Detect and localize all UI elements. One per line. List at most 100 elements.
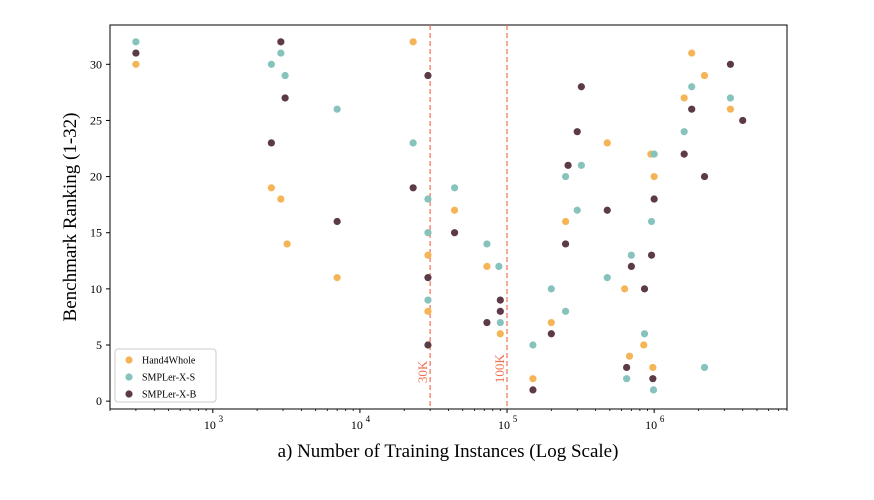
data-point	[627, 262, 635, 271]
data-point	[640, 285, 649, 293]
data-point	[625, 352, 634, 360]
data-point	[132, 49, 140, 57]
data-point	[483, 240, 491, 248]
data-point	[561, 217, 570, 226]
data-point	[450, 184, 459, 192]
data-point	[267, 184, 275, 192]
data-point	[483, 262, 491, 271]
data-point	[496, 307, 504, 315]
data-point	[409, 38, 417, 46]
data-point	[627, 251, 635, 259]
legend-marker	[125, 390, 133, 398]
data-point	[424, 251, 432, 259]
y-tick-label: 10	[90, 282, 102, 296]
data-point	[650, 195, 658, 203]
y-tick-label: 20	[90, 170, 102, 184]
data-point	[623, 375, 631, 383]
data-point	[529, 341, 537, 349]
data-point	[132, 38, 140, 46]
data-point	[573, 206, 581, 214]
data-point	[688, 83, 696, 91]
data-point	[623, 363, 631, 372]
data-point	[424, 307, 432, 315]
data-point	[496, 330, 504, 338]
y-tick-label: 5	[96, 338, 102, 352]
legend-box	[114, 348, 217, 403]
data-point	[496, 296, 504, 304]
data-point	[496, 318, 504, 327]
x-tick-exponent: 3	[219, 414, 224, 424]
data-point	[726, 60, 735, 68]
data-point	[495, 262, 503, 271]
data-point	[283, 240, 291, 248]
data-point	[547, 330, 555, 338]
x-tick-exponent: 5	[513, 414, 518, 424]
x-tick-label: 10	[498, 418, 510, 432]
data-point	[409, 184, 417, 192]
data-point	[700, 172, 709, 181]
data-point	[688, 49, 696, 57]
data-point	[424, 229, 432, 237]
x-tick-label: 10	[351, 418, 363, 432]
data-point	[680, 128, 688, 136]
data-point	[688, 105, 696, 113]
data-point	[561, 240, 570, 248]
data-point	[277, 38, 285, 46]
data-point	[680, 94, 688, 102]
data-point	[573, 128, 581, 136]
data-point	[333, 274, 341, 282]
data-point	[621, 285, 629, 293]
data-point	[647, 251, 656, 259]
data-point	[700, 363, 709, 372]
data-point	[564, 161, 572, 169]
data-point	[577, 161, 585, 169]
y-tick-label: 0	[96, 394, 102, 408]
data-point	[561, 307, 570, 315]
data-point	[547, 285, 555, 293]
data-point	[529, 386, 537, 394]
threshold-label: 100K	[492, 354, 507, 384]
y-axis-title: Benchmark Ranking (1-32)	[60, 113, 81, 322]
data-point	[649, 386, 658, 394]
data-point	[333, 217, 341, 226]
x-axis-title: a) Number of Training Instances (Log Sca…	[278, 441, 619, 462]
legend-label: SMPLer-X-S	[142, 373, 195, 384]
legend: Hand4Whole SMPLer-X-S SMPLer-X-B	[114, 348, 217, 403]
data-point	[680, 150, 688, 158]
legend-label: Hand4Whole	[142, 356, 196, 367]
data-point	[650, 172, 658, 181]
y-tick-label: 25	[90, 113, 102, 127]
threshold-label: 30K	[415, 360, 430, 383]
data-point	[267, 139, 275, 147]
data-point	[281, 71, 289, 80]
data-point	[424, 71, 432, 80]
legend-marker	[125, 356, 133, 364]
data-point	[726, 94, 735, 102]
data-point	[603, 206, 611, 214]
data-point	[739, 116, 747, 125]
data-point	[640, 341, 648, 349]
data-point	[281, 94, 289, 102]
x-tick-label: 10	[645, 418, 657, 432]
data-point	[267, 60, 275, 68]
data-point	[333, 105, 341, 113]
data-point	[277, 195, 285, 203]
data-point	[603, 139, 611, 147]
data-point	[424, 274, 432, 282]
data-point	[277, 49, 285, 57]
data-point	[409, 139, 417, 147]
data-point	[450, 229, 459, 237]
data-point	[650, 150, 658, 158]
data-point	[603, 274, 611, 282]
data-point	[424, 341, 432, 349]
data-point	[132, 60, 140, 68]
x-tick-label: 10	[204, 418, 216, 432]
data-point	[726, 105, 735, 113]
data-point	[700, 71, 709, 80]
data-point	[547, 318, 555, 327]
data-point	[424, 195, 432, 203]
data-point	[450, 206, 459, 214]
x-tick-exponent: 6	[660, 414, 665, 424]
